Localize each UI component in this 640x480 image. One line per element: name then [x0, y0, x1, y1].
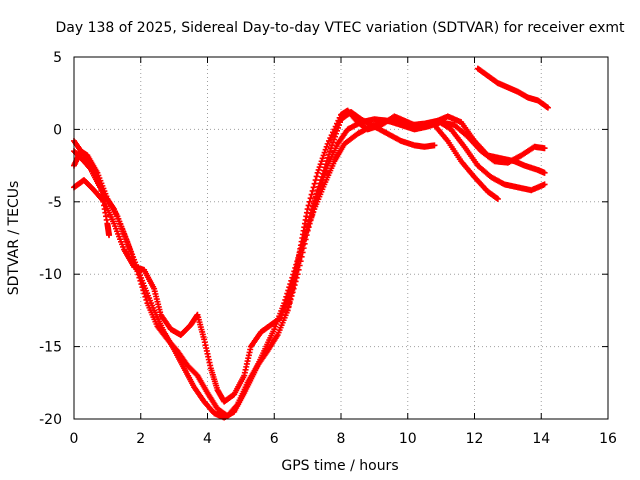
data-point — [106, 232, 113, 239]
data-point — [327, 145, 334, 152]
series-track-6 — [431, 122, 501, 202]
y-axis-label: SDTVAR / TECUs — [6, 181, 22, 296]
y-tick-label: -20 — [39, 412, 62, 428]
y-tick-label: -15 — [39, 340, 62, 356]
data-point — [318, 158, 325, 165]
data-point — [328, 142, 335, 149]
data-point — [320, 152, 327, 159]
data-point — [325, 151, 332, 158]
data-point — [313, 173, 320, 180]
data-point — [313, 190, 320, 197]
data-point — [318, 173, 325, 180]
grid-lines — [74, 57, 608, 419]
data-point — [541, 145, 548, 152]
data-point — [321, 149, 328, 156]
data-point — [541, 181, 548, 188]
chart-title: Day 138 of 2025, Sidereal Day-to-day VTE… — [56, 20, 626, 36]
data-point — [306, 214, 313, 221]
data-point — [278, 311, 285, 318]
data-point — [309, 203, 316, 210]
x-tick-label: 2 — [136, 431, 145, 447]
data-point — [326, 148, 333, 155]
data-point — [316, 164, 323, 171]
data-point — [304, 222, 311, 229]
x-tick-label: 10 — [399, 431, 417, 447]
x-tick-label: 8 — [337, 431, 346, 447]
x-axis-label: GPS time / hours — [281, 458, 398, 474]
data-point — [316, 180, 323, 187]
data-point — [331, 133, 338, 140]
data-point — [281, 303, 288, 310]
series-track-4 — [71, 148, 113, 239]
y-tick-label: 0 — [53, 122, 62, 138]
x-tick-label: 6 — [270, 431, 279, 447]
data-point — [431, 142, 438, 149]
data-point — [320, 167, 327, 174]
data-point — [280, 305, 287, 312]
data-point — [323, 143, 330, 150]
data-point — [332, 130, 339, 137]
data-point — [310, 200, 317, 207]
data-point — [329, 139, 336, 146]
data-point — [308, 191, 315, 198]
data-point — [321, 164, 328, 171]
data-point — [319, 170, 326, 177]
data-point — [309, 187, 316, 194]
y-tick-label: -10 — [39, 267, 62, 283]
x-tick-label: 4 — [203, 431, 212, 447]
data-point — [544, 104, 551, 111]
series-track-3 — [71, 109, 438, 405]
data-point — [312, 177, 319, 184]
x-tick-label: 14 — [532, 431, 550, 447]
data-point — [322, 161, 329, 168]
x-tick-label: 0 — [70, 431, 79, 447]
data-point — [323, 157, 330, 164]
data-point — [315, 183, 322, 190]
x-tick-label: 16 — [599, 431, 617, 447]
data-point — [304, 206, 311, 213]
data-point — [494, 195, 501, 202]
series-track-5 — [284, 107, 548, 314]
x-tick-label: 12 — [466, 431, 484, 447]
data-point — [305, 218, 312, 225]
series-track-7 — [474, 65, 551, 111]
data-point — [306, 198, 313, 205]
y-tick-label: -5 — [48, 195, 62, 211]
data-point — [319, 155, 326, 162]
data-point — [282, 300, 289, 307]
tick-labels: 0 2 4 6 8 10 12 14 16 5 0 -5 -10 -15 -20 — [39, 50, 617, 447]
data-point — [317, 161, 324, 168]
data-point — [314, 169, 321, 176]
data-point — [317, 177, 324, 184]
data-point — [322, 146, 329, 153]
data-point — [307, 195, 314, 202]
data-point — [312, 193, 319, 200]
data-point — [308, 207, 315, 214]
data-points — [71, 65, 551, 421]
plot-frame — [73, 56, 609, 420]
data-point — [305, 202, 312, 209]
data-point — [541, 169, 548, 176]
data-point — [315, 166, 322, 173]
data-point — [311, 180, 318, 187]
y-tick-label: 5 — [53, 50, 62, 66]
data-point — [330, 136, 337, 143]
data-point — [324, 154, 331, 161]
data-point — [277, 314, 284, 321]
data-point — [279, 308, 286, 315]
data-point — [314, 187, 321, 194]
data-point — [311, 197, 318, 204]
data-point — [310, 184, 317, 191]
